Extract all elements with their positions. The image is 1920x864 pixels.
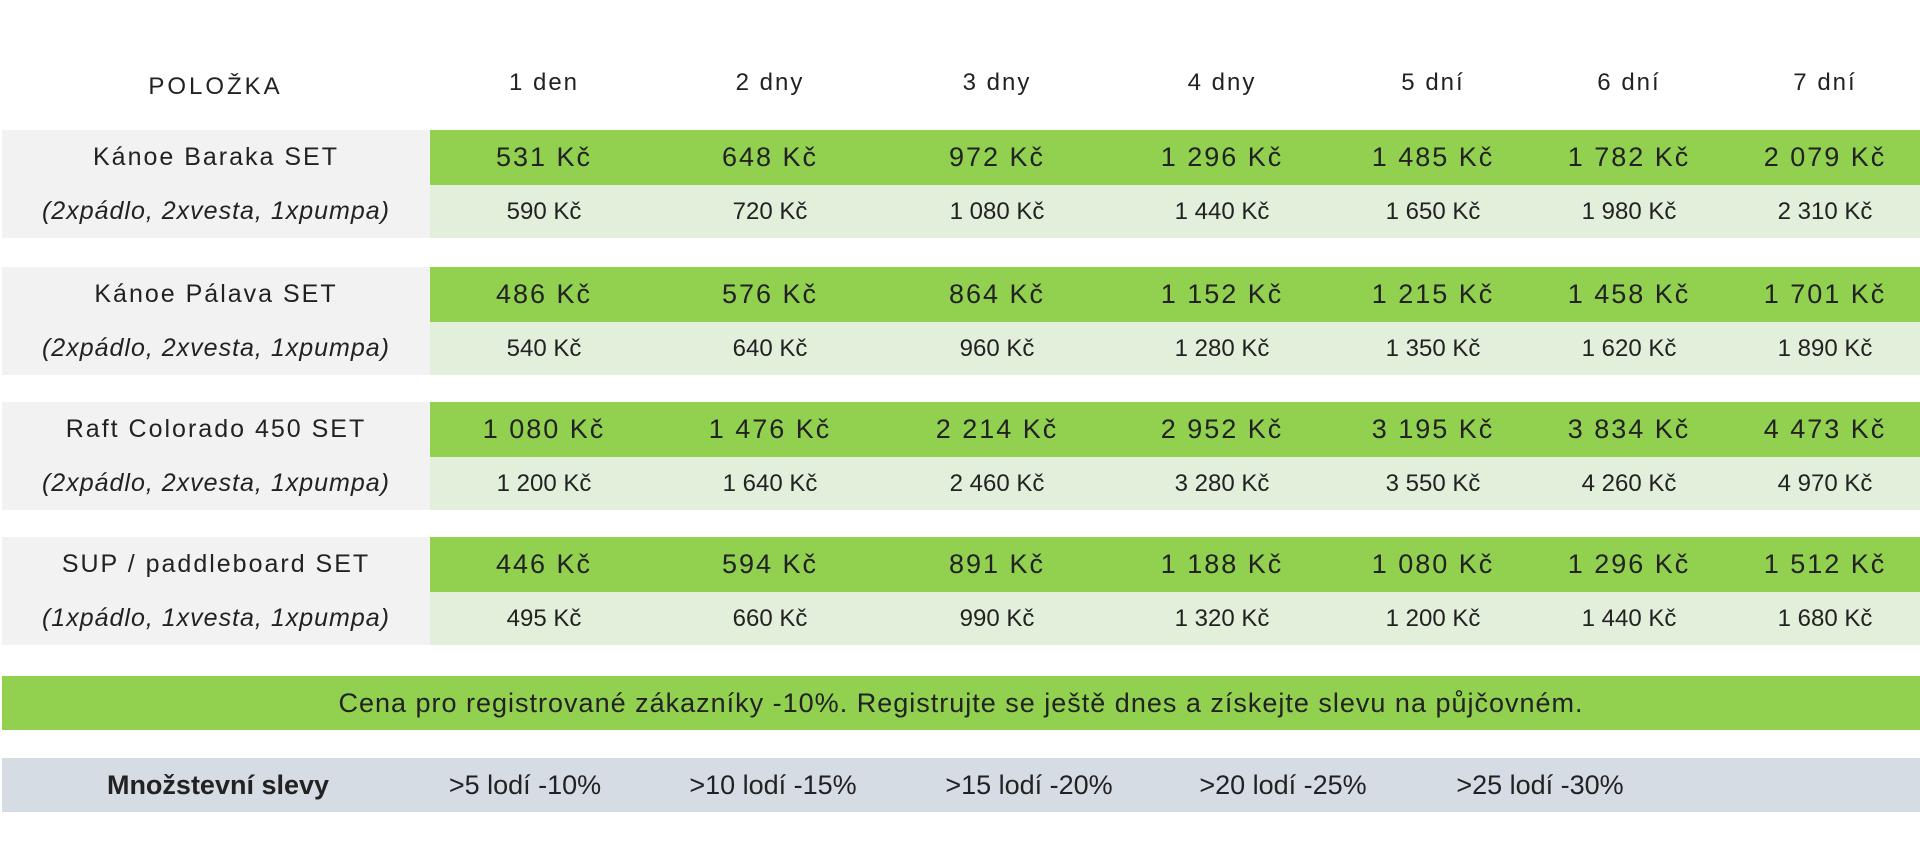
item-name-cell: [2, 267, 430, 375]
row-registered-bg: [430, 537, 1920, 592]
item-name: SUP / paddleboard SET: [61, 550, 371, 578]
registered-price: 1 188 Kč: [1160, 549, 1284, 579]
registered-price: 1 701 Kč: [1763, 279, 1887, 309]
item-name-cell: [2, 130, 430, 238]
header-day: 6 dní: [1597, 69, 1661, 96]
row-registered-bg: [430, 267, 1920, 322]
registered-price: 576 Kč: [721, 279, 819, 309]
regular-price: 1 890 Kč: [1777, 334, 1873, 362]
registered-price: 864 Kč: [948, 279, 1046, 309]
regular-price: 1 440 Kč: [1174, 197, 1270, 225]
header-day: 1 den: [508, 69, 580, 96]
item-name: Kánoe Pálava SET: [94, 280, 338, 308]
regular-price: 1 440 Kč: [1581, 604, 1677, 632]
registered-price: 1 476 Kč: [708, 414, 832, 444]
header-item-label: POLOŽKA: [148, 73, 283, 100]
regular-price: 1 350 Kč: [1385, 334, 1481, 362]
registered-price: 1 782 Kč: [1567, 142, 1691, 172]
header-day: 7 dní: [1793, 69, 1857, 96]
registered-price: 446 Kč: [495, 549, 593, 579]
registered-price: 1 080 Kč: [1371, 549, 1495, 579]
header-day: 2 dny: [735, 69, 805, 96]
row-regular-bg: [430, 185, 1920, 238]
discount-label: Množstevní slevy: [106, 769, 330, 800]
registered-price: 1 485 Kč: [1371, 142, 1495, 172]
regular-price: 4 970 Kč: [1777, 469, 1873, 497]
regular-price: 1 640 Kč: [722, 469, 818, 497]
registered-price: 891 Kč: [948, 549, 1046, 579]
row-regular-bg: [430, 457, 1920, 510]
registration-banner: Cena pro registrované zákazníky -10%. Re…: [2, 676, 1920, 730]
row-registered-bg: [430, 130, 1920, 185]
regular-price: 3 280 Kč: [1174, 469, 1270, 497]
registered-price: 1 215 Kč: [1371, 279, 1495, 309]
registered-price: 1 296 Kč: [1160, 142, 1284, 172]
registered-price: 1 512 Kč: [1763, 549, 1887, 579]
regular-price: 1 200 Kč: [1385, 604, 1481, 632]
regular-price: 660 Kč: [732, 604, 808, 632]
registered-price: 531 Kč: [495, 142, 593, 172]
regular-price: 495 Kč: [506, 604, 582, 632]
discount-tier: >15 lodí -20%: [945, 769, 1113, 800]
header-day: 3 dny: [962, 69, 1032, 96]
regular-price: 990 Kč: [959, 604, 1035, 632]
regular-price: 1 620 Kč: [1581, 334, 1677, 362]
regular-price: 1 200 Kč: [496, 469, 592, 497]
row-regular-bg: [430, 592, 1920, 645]
item-name: Raft Colorado 450 SET: [65, 415, 367, 443]
registered-price: 2 214 Kč: [935, 414, 1059, 444]
regular-price: 640 Kč: [732, 334, 808, 362]
registered-price: 648 Kč: [721, 142, 819, 172]
header-day: 5 dní: [1401, 69, 1465, 96]
regular-price: 590 Kč: [506, 197, 582, 225]
regular-price: 2 460 Kč: [949, 469, 1045, 497]
discount-tier: >25 lodí -30%: [1456, 769, 1624, 800]
regular-price: 720 Kč: [732, 197, 808, 225]
registered-price: 3 834 Kč: [1567, 414, 1691, 444]
regular-price: 1 320 Kč: [1174, 604, 1270, 632]
item-name-cell: [2, 537, 430, 645]
regular-price: 1 650 Kč: [1385, 197, 1481, 225]
regular-price: 1 080 Kč: [949, 197, 1045, 225]
item-name-cell: [2, 402, 430, 510]
item-contents: (1xpádlo, 1xvesta, 1xpumpa): [41, 604, 390, 632]
item-contents: (2xpádlo, 2xvesta, 1xpumpa): [41, 197, 390, 225]
regular-price: 1 680 Kč: [1777, 604, 1873, 632]
item-contents: (2xpádlo, 2xvesta, 1xpumpa): [41, 334, 390, 362]
registered-price: 594 Kč: [721, 549, 819, 579]
discount-tier: >5 lodí -10%: [448, 769, 602, 800]
regular-price: 4 260 Kč: [1581, 469, 1677, 497]
regular-price: 540 Kč: [506, 334, 582, 362]
registered-price: 2 079 Kč: [1763, 142, 1887, 172]
registered-price: 1 458 Kč: [1567, 279, 1691, 309]
regular-price: 1 980 Kč: [1581, 197, 1677, 225]
registered-price: 1 080 Kč: [482, 414, 606, 444]
registered-price: 1 152 Kč: [1160, 279, 1284, 309]
regular-price: 3 550 Kč: [1385, 469, 1481, 497]
registered-price: 486 Kč: [495, 279, 593, 309]
discount-row-bg: [2, 758, 1920, 812]
regular-price: 1 280 Kč: [1174, 334, 1270, 362]
registered-price: 4 473 Kč: [1763, 414, 1887, 444]
registered-price: 2 952 Kč: [1160, 414, 1284, 444]
regular-price: 960 Kč: [959, 334, 1035, 362]
discount-tier: >20 lodí -25%: [1199, 769, 1367, 800]
row-regular-bg: [430, 322, 1920, 375]
registered-price: 1 296 Kč: [1567, 549, 1691, 579]
registered-price: 972 Kč: [948, 142, 1046, 172]
item-name: Kánoe Baraka SET: [92, 143, 339, 171]
item-contents: (2xpádlo, 2xvesta, 1xpumpa): [41, 469, 390, 497]
regular-price: 2 310 Kč: [1777, 197, 1873, 225]
row-registered-bg: [430, 402, 1920, 457]
discount-tier: >10 lodí -15%: [689, 769, 857, 800]
registered-price: 3 195 Kč: [1371, 414, 1495, 444]
header-day: 4 dny: [1187, 69, 1257, 96]
